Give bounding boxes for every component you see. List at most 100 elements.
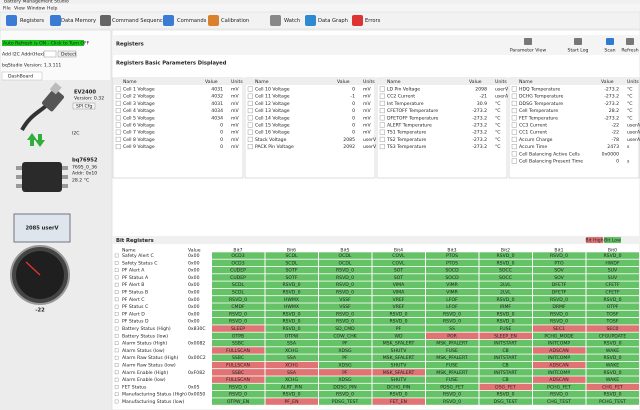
checkbox[interactable]	[247, 86, 253, 92]
bit-cell	[479, 288, 532, 296]
checkbox[interactable]	[379, 100, 385, 106]
bit-cell	[533, 310, 586, 318]
expand-icon[interactable]	[114, 312, 119, 316]
expand-icon[interactable]	[114, 348, 119, 353]
expand-icon[interactable]	[114, 282, 119, 287]
bit-cell	[479, 354, 532, 361]
checkbox[interactable]	[379, 93, 385, 99]
checkbox[interactable]	[247, 100, 253, 106]
register-value: 2085	[343, 137, 355, 143]
bit-label: PF	[342, 341, 348, 347]
checkbox[interactable]	[511, 86, 517, 92]
expand-icon[interactable]	[114, 304, 119, 309]
i2c-input[interactable]	[43, 50, 57, 58]
checkbox[interactable]	[115, 129, 121, 135]
checkbox[interactable]	[511, 144, 517, 150]
checkbox[interactable]	[247, 129, 253, 135]
expand-icon[interactable]	[114, 297, 119, 302]
checkbox[interactable]	[379, 136, 385, 142]
spi-cfg-button[interactable]	[72, 102, 96, 110]
expand-icon[interactable]	[114, 341, 119, 345]
checkbox[interactable]	[247, 122, 253, 128]
bit-cell	[586, 325, 639, 332]
chip-icon	[16, 162, 68, 192]
expand-icon[interactable]	[114, 355, 119, 360]
checkbox[interactable]	[247, 144, 253, 150]
toolbar-icon[interactable]	[270, 15, 281, 26]
checkbox[interactable]	[511, 129, 517, 135]
expand-icon[interactable]	[114, 275, 119, 280]
expand-icon[interactable]	[114, 326, 119, 331]
checkbox[interactable]	[379, 115, 385, 121]
checkbox[interactable]	[379, 122, 385, 128]
bit-label: RSVD_0	[496, 311, 514, 317]
expand-icon[interactable]	[114, 261, 119, 265]
detect-button[interactable]	[57, 50, 77, 58]
checkbox[interactable]	[115, 108, 121, 114]
checkbox[interactable]	[379, 108, 385, 114]
tool-label: Parameter View	[510, 48, 547, 54]
expand-icon[interactable]	[114, 377, 119, 382]
checkbox[interactable]	[115, 144, 121, 150]
bit-label: SHUTV	[391, 377, 408, 383]
register-name: Cell 2 Voltage	[123, 94, 155, 100]
expand-icon[interactable]	[114, 385, 119, 389]
expand-icon[interactable]	[114, 334, 119, 338]
bit-label: RSVD_0	[603, 355, 621, 361]
checkbox[interactable]	[511, 151, 517, 157]
dashboard-area	[0, 80, 111, 410]
checkbox[interactable]	[115, 100, 121, 106]
auto-refresh-button[interactable]	[2, 40, 84, 46]
bit-label: RSVD_0	[603, 253, 621, 259]
bit-register-name: PF Alert A	[122, 268, 145, 274]
bit-cell	[533, 361, 586, 369]
checkbox[interactable]	[379, 144, 385, 150]
tool-icon[interactable]	[524, 38, 532, 45]
bit-cell	[586, 369, 639, 376]
checkbox[interactable]	[379, 86, 385, 92]
checkbox[interactable]	[115, 122, 121, 128]
bit-label: RSVD_0	[336, 268, 354, 274]
checkbox[interactable]	[247, 115, 253, 121]
expand-icon[interactable]	[114, 392, 119, 397]
dashboard-tab[interactable]	[1, 71, 43, 81]
checkbox[interactable]	[379, 129, 385, 135]
checkbox[interactable]	[511, 158, 517, 164]
checkbox[interactable]	[247, 108, 253, 114]
toolbar-icon[interactable]	[352, 15, 363, 26]
toolbar-icon[interactable]	[163, 15, 174, 26]
checkbox[interactable]	[511, 100, 517, 106]
expand-icon[interactable]	[114, 399, 119, 404]
checkbox[interactable]	[115, 136, 121, 142]
bit-cell	[212, 354, 265, 361]
expand-icon[interactable]	[114, 268, 119, 272]
expand-icon[interactable]	[114, 290, 119, 294]
bit-cell	[479, 332, 532, 340]
tool-icon[interactable]	[626, 38, 634, 45]
checkbox[interactable]	[115, 115, 121, 121]
checkbox[interactable]	[511, 115, 517, 121]
expand-icon[interactable]	[114, 253, 119, 258]
toolbar-icon[interactable]	[6, 15, 17, 26]
toolbar-icon[interactable]	[305, 15, 316, 26]
toolbar-icon[interactable]	[100, 15, 111, 26]
tool-icon[interactable]	[574, 38, 582, 45]
tool-icon[interactable]	[606, 38, 614, 45]
toolbar-icon[interactable]	[208, 15, 219, 26]
checkbox[interactable]	[247, 136, 253, 142]
expand-icon[interactable]	[114, 370, 119, 375]
bit-label: SEC1	[553, 326, 565, 332]
toolbar-icon[interactable]	[50, 15, 61, 26]
expand-icon[interactable]	[114, 363, 119, 367]
checkbox[interactable]	[511, 136, 517, 142]
checkbox[interactable]	[511, 122, 517, 128]
checkbox[interactable]	[511, 93, 517, 99]
bit-register-name: Alarm Raw Status (low)	[122, 363, 176, 369]
checkbox[interactable]	[115, 86, 121, 92]
checkbox[interactable]	[247, 93, 253, 99]
expand-icon[interactable]	[114, 319, 119, 324]
checkbox[interactable]	[115, 93, 121, 99]
register-table	[376, 77, 508, 179]
checkbox[interactable]	[511, 108, 517, 114]
bit-cell	[319, 281, 372, 288]
